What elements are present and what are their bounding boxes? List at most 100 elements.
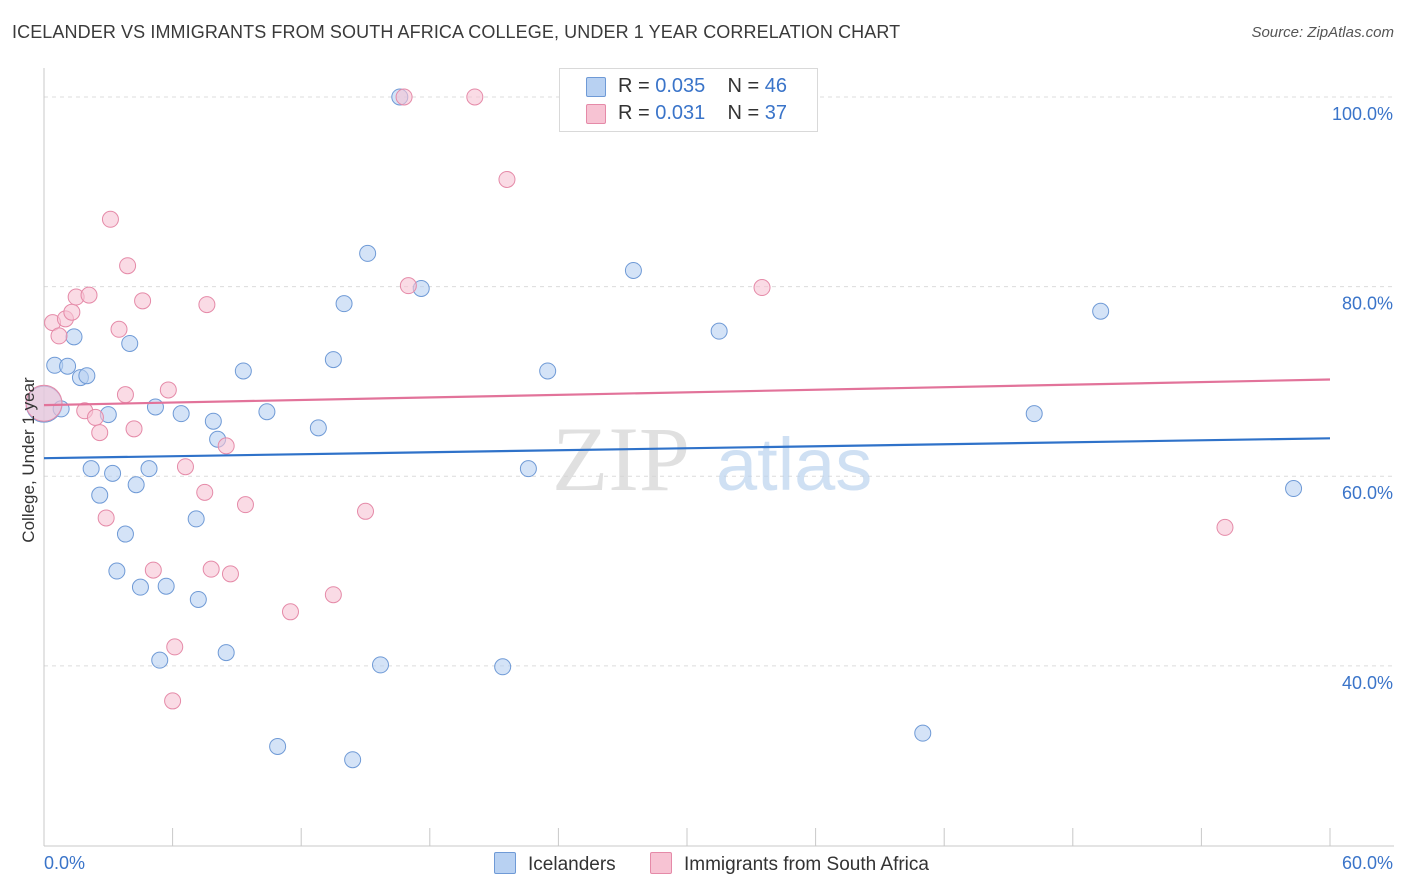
icelander-point <box>372 656 390 674</box>
south-africa-point <box>144 561 162 579</box>
bottom-legend-south-africa: Immigrants from South Africa <box>650 852 929 876</box>
icelander-point <box>78 367 96 385</box>
legend-r-value-south-africa: 0.031 <box>655 102 706 124</box>
icelander-point <box>494 658 512 676</box>
south-africa-point <box>50 327 68 345</box>
axes <box>43 68 1394 847</box>
icelander-point <box>104 464 122 482</box>
icelander-point <box>344 751 362 769</box>
y-tick-label: 100.0% <box>1332 104 1393 124</box>
icelander-point <box>127 476 145 494</box>
south-africa-point <box>753 279 771 297</box>
icelander-point <box>519 460 537 478</box>
south-africa-point <box>281 603 299 621</box>
south-africa-point <box>176 458 194 476</box>
south-africa-point <box>466 88 484 106</box>
legend-n-label: N = <box>727 102 760 124</box>
bottom-legend-icelanders: Icelanders <box>494 852 616 876</box>
bottom-legend-swatch-south-africa <box>650 852 672 874</box>
icelander-point <box>359 244 377 262</box>
south-africa-point <box>1216 518 1234 536</box>
legend-r-label: R = <box>618 102 650 124</box>
icelander-point <box>258 403 276 421</box>
icelander-point <box>189 590 207 608</box>
icelander-point <box>309 419 327 437</box>
south-africa-point <box>196 483 214 501</box>
y-tick-label: 80.0% <box>1342 294 1393 314</box>
bottom-legend-label-south-africa: Immigrants from South Africa <box>684 854 929 875</box>
icelander-point <box>59 357 77 375</box>
trend-lines <box>43 378 1331 460</box>
bottom-legend-label-icelanders: Icelanders <box>528 854 616 875</box>
y-axis-label: College, Under 1 year <box>19 377 38 543</box>
south-africa-point <box>101 210 119 228</box>
icelander-point <box>710 322 728 340</box>
legend-swatch-south-africa <box>586 104 606 124</box>
icelander-point <box>204 412 222 430</box>
x-tick-label-max: 60.0% <box>1342 853 1393 873</box>
icelander-point <box>234 362 252 380</box>
south-africa-point <box>498 170 516 188</box>
south-africa-point <box>134 292 152 310</box>
south-africa-point <box>86 408 104 426</box>
y-tick-label: 60.0% <box>1342 483 1393 503</box>
icelander-trend-line <box>43 437 1331 460</box>
south-africa-point <box>357 502 374 520</box>
south-africa-point <box>116 386 134 404</box>
y-tick-label: 40.0% <box>1342 673 1393 693</box>
south-africa-point <box>202 560 220 578</box>
icelander-point <box>65 328 83 346</box>
south-africa-point <box>159 381 177 399</box>
south-africa-point <box>164 692 182 710</box>
icelander-point <box>539 362 557 380</box>
icelander-point <box>624 261 642 279</box>
south-africa-point <box>217 437 235 455</box>
source-label: Source: ZipAtlas.com <box>1251 24 1394 41</box>
south-africa-point <box>110 320 128 338</box>
south-africa-point <box>91 424 109 442</box>
south-africa-point <box>97 509 115 527</box>
icelander-point <box>116 525 134 543</box>
south-africa-trend-line <box>43 378 1331 407</box>
south-africa-point <box>399 277 417 295</box>
icelander-point <box>1025 405 1043 423</box>
south-africa-point <box>63 303 81 321</box>
icelander-point <box>324 351 342 369</box>
legend-r-value-icelanders: 0.035 <box>655 75 706 97</box>
icelander-point <box>151 651 169 669</box>
legend-n-label: N = <box>727 75 760 97</box>
south-africa-point <box>221 565 239 583</box>
legend-n-value-icelanders: 46 <box>764 75 788 97</box>
icelander-point <box>131 578 149 596</box>
south-africa-point <box>80 286 98 304</box>
icelander-point <box>914 724 932 742</box>
tick-labels: 40.0% 60.0% 80.0% 100.0% 0.0% 60.0% College, U… <box>19 104 1393 873</box>
south-africa-point <box>166 638 184 656</box>
south-africa-point <box>25 384 63 422</box>
icelander-point <box>172 405 190 423</box>
icelander-point <box>121 334 139 352</box>
south-africa-point <box>198 296 216 314</box>
icelander-point <box>217 644 235 662</box>
icelander-point <box>82 460 100 478</box>
stats-legend: R = 0.035 N = 46 R = 0.031 N = 37 <box>559 68 818 132</box>
icelander-point <box>146 398 164 416</box>
icelander-point <box>108 562 126 580</box>
legend-n-value-south-africa: 37 <box>764 102 788 124</box>
legend-swatch-icelanders <box>586 77 606 97</box>
icelander-point <box>157 577 175 595</box>
icelander-point <box>1092 302 1110 320</box>
icelander-point <box>187 510 205 528</box>
south-africa-point <box>395 88 413 106</box>
data-points <box>25 88 1303 769</box>
south-africa-point <box>236 496 254 514</box>
watermark: ZIP atlas <box>552 408 872 510</box>
bottom-legend-swatch-icelanders <box>494 852 516 874</box>
legend-r-label: R = <box>618 75 650 97</box>
watermark-atlas: atlas <box>716 423 872 506</box>
south-africa-point <box>324 586 342 604</box>
icelander-point <box>91 486 109 504</box>
south-africa-point <box>119 257 137 275</box>
x-tick-label-min: 0.0% <box>44 853 85 873</box>
